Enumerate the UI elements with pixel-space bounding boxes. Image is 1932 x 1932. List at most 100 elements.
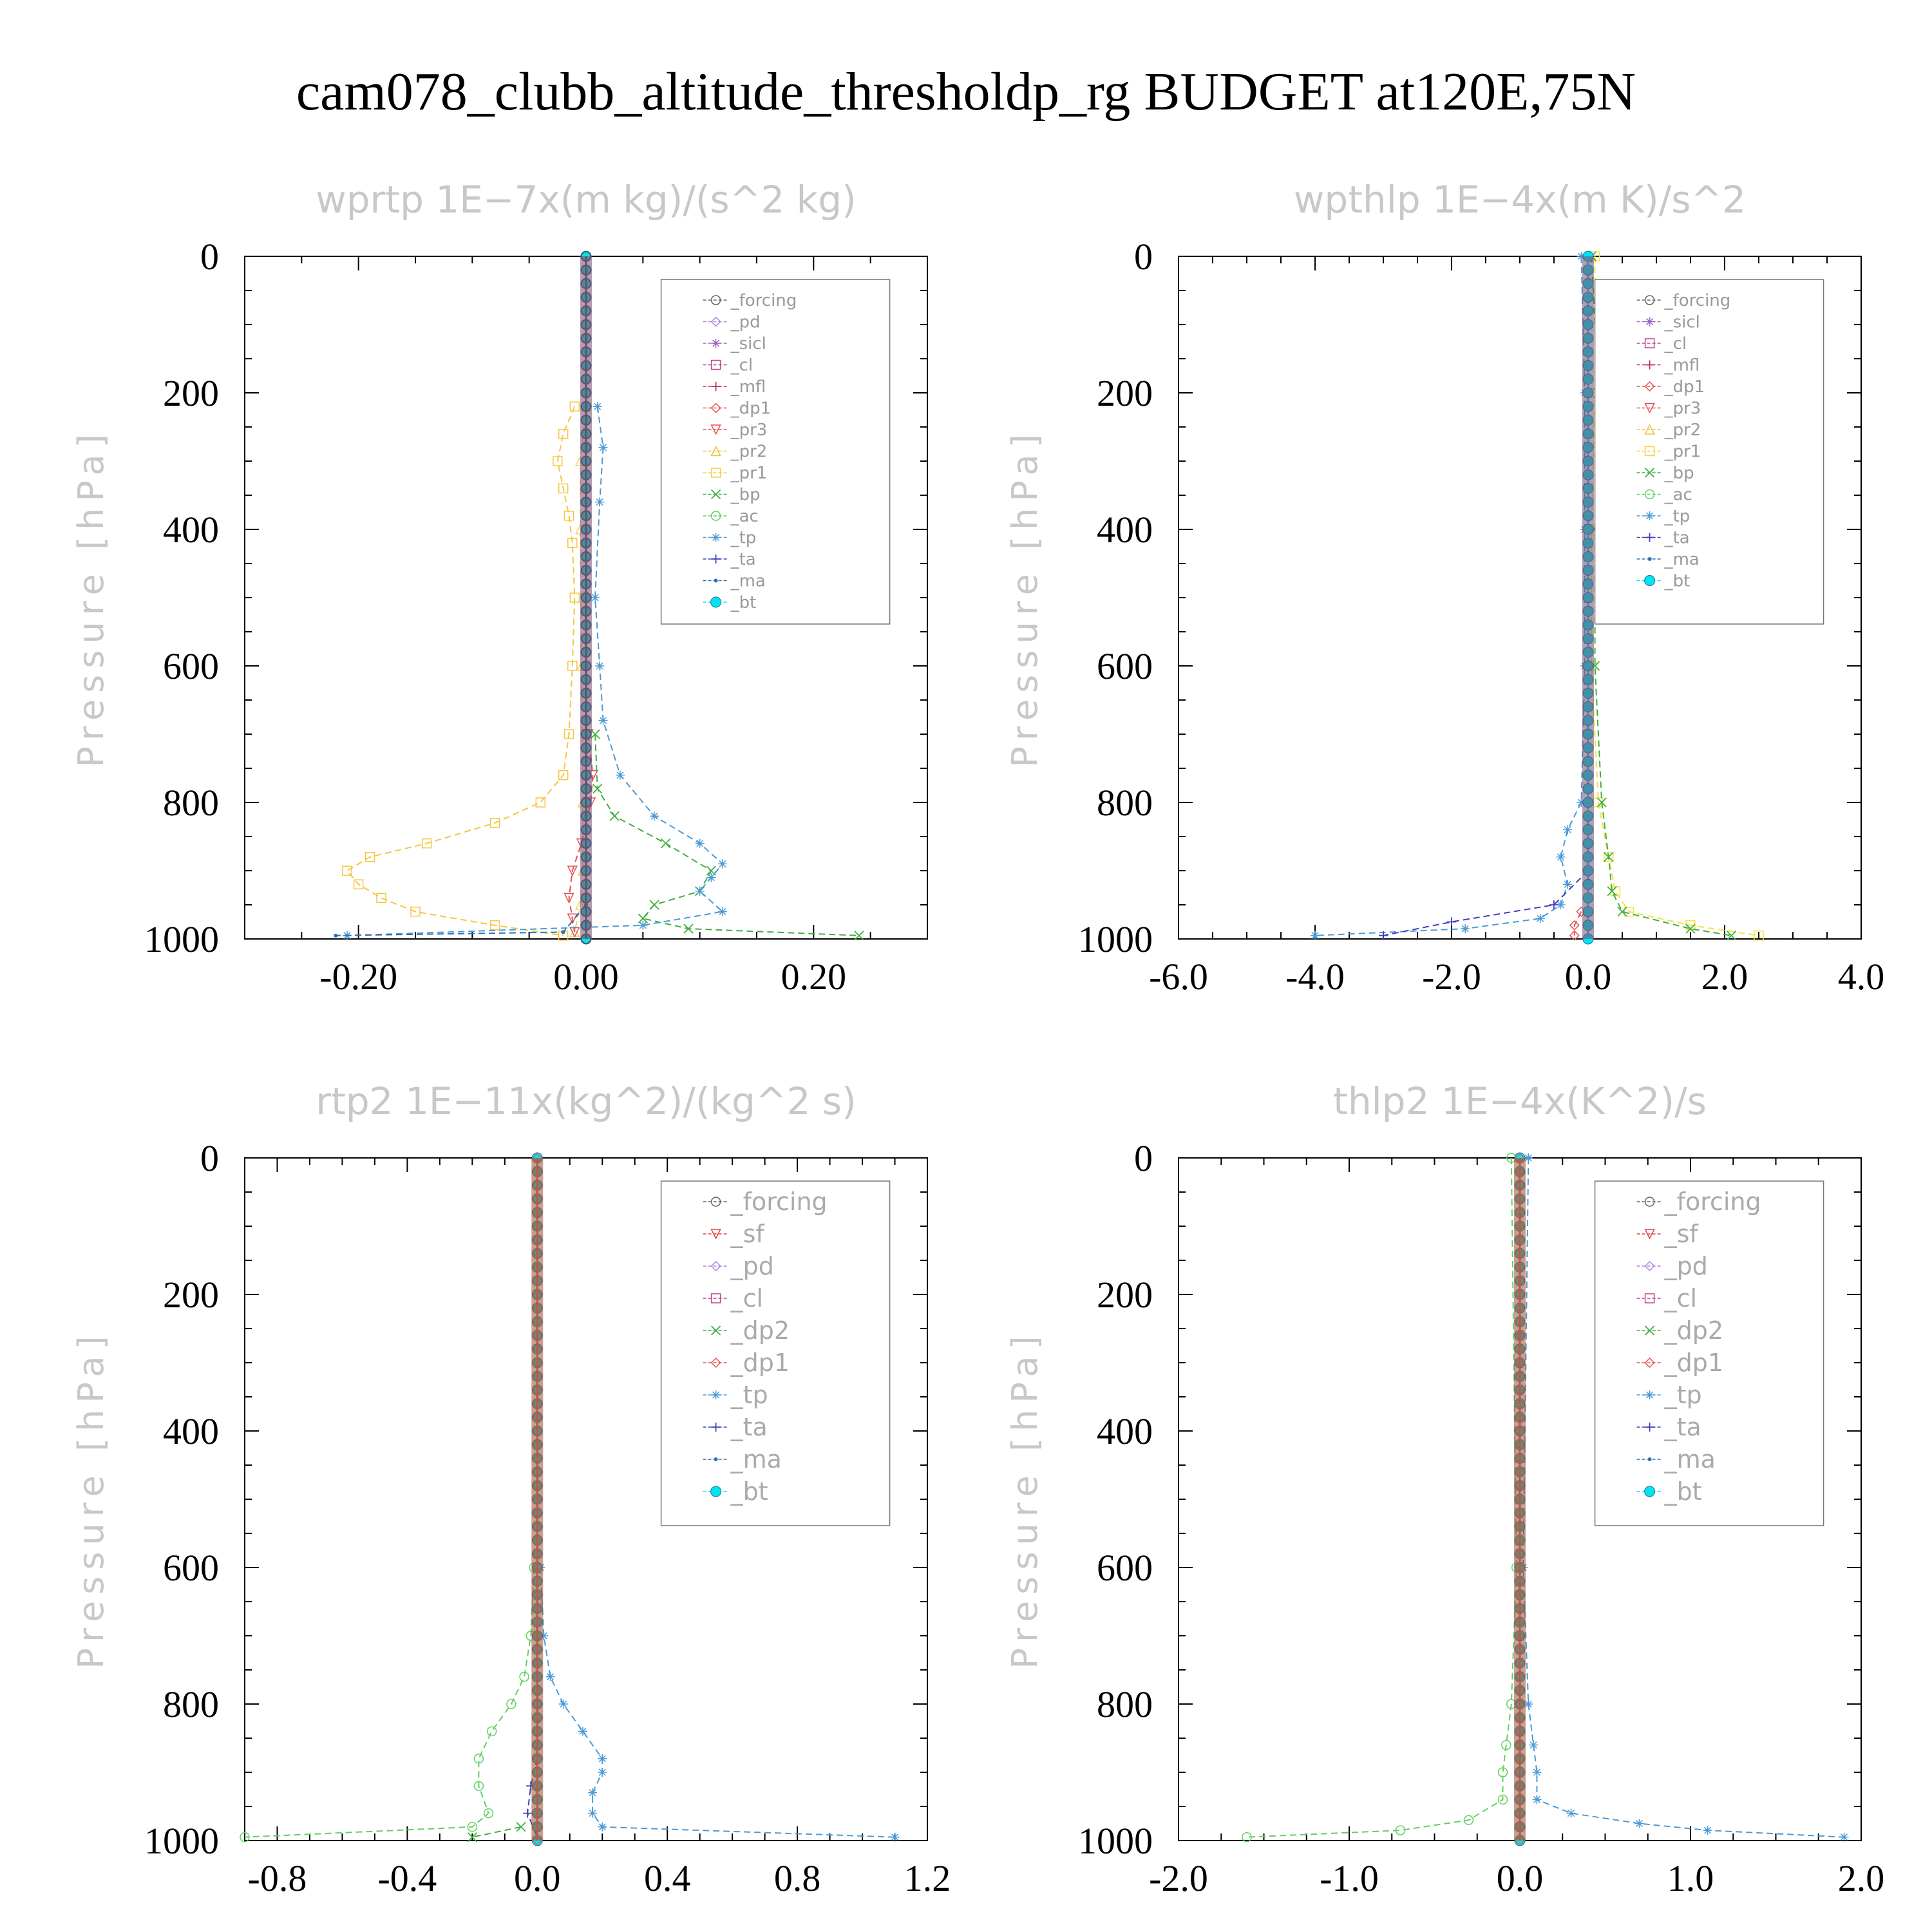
series-point-_tp xyxy=(1532,1768,1542,1777)
zero-line-bundle xyxy=(1582,256,1594,939)
series-point-_pr1 xyxy=(1604,852,1614,862)
series-line-_dp1 xyxy=(1573,911,1582,936)
series-point-_pr1 xyxy=(569,592,580,603)
panel-title: thlp2 1E−4x(K^2)/s xyxy=(1333,1079,1707,1123)
series-point-_tp xyxy=(545,1672,555,1681)
series-point-_bp xyxy=(854,931,864,941)
panel-2: wpthlp 1E−4x(m K)/s^2 Pressure [hPa] 0 200 4… xyxy=(1005,178,1884,998)
series-line-_pr1 xyxy=(1591,256,1759,936)
legend-label-_ma: _ma xyxy=(730,1445,782,1473)
series-line-_tp xyxy=(1314,256,1586,936)
zero-line-bundle xyxy=(580,256,592,939)
series-point-_dp1 xyxy=(1569,920,1580,931)
series-point-_ta xyxy=(523,1808,533,1818)
legend-marker-_ma xyxy=(1647,557,1652,561)
series-point-_tp xyxy=(890,1832,900,1842)
y-tick-label: 400 xyxy=(163,509,219,551)
series-point-_pr1 xyxy=(410,906,421,917)
legend-label-_ta: _ta xyxy=(1664,1413,1701,1441)
series-point-_tp xyxy=(578,1727,587,1736)
series-point-_tp xyxy=(1839,1832,1849,1842)
legend-label-_tp: _tp xyxy=(1664,1381,1702,1409)
x-tick-label: -6.0 xyxy=(1149,956,1208,998)
series-point-_tp xyxy=(650,811,659,821)
y-tick-label: 200 xyxy=(163,372,219,414)
series-point-_ma xyxy=(334,933,338,938)
panels: wprtp 1E−7x(m kg)/(s^2 kg) Pressure [hPa]… xyxy=(71,178,1884,1899)
series-point-_dp1 xyxy=(1242,1832,1252,1842)
legend-marker-_forcing xyxy=(710,1197,721,1207)
legend-marker-_mfl xyxy=(711,382,721,391)
legend-marker-_mfl xyxy=(1645,360,1654,370)
legend-marker-_ac xyxy=(1644,489,1655,500)
y-tick-label: 200 xyxy=(1097,1274,1153,1316)
legend-label-_dp1: _dp1 xyxy=(730,1349,790,1377)
legend-box xyxy=(1594,279,1824,625)
y-axis-label: Pressure [hPa] xyxy=(1005,428,1045,767)
legend-label-_bt: _bt xyxy=(730,593,757,612)
legend-marker-_cl xyxy=(710,359,721,370)
series-point-_pr1 xyxy=(353,879,364,889)
series-point-_tp xyxy=(1577,798,1586,807)
series-point-_tp xyxy=(1535,914,1545,923)
legend-label-_ac: _ac xyxy=(730,507,759,526)
series-point-_pr1 xyxy=(567,661,578,671)
y-tick-label: 200 xyxy=(1097,372,1153,414)
series-point-_dp1 xyxy=(1463,1815,1474,1825)
series-point-_bp xyxy=(592,784,603,794)
legend-label-_pr3: _pr3 xyxy=(1664,399,1701,419)
zero-line-bundle xyxy=(1514,1158,1526,1841)
series-point-_pr1 xyxy=(489,818,500,828)
legend-marker-_bp xyxy=(1644,468,1655,478)
series-point-_tp xyxy=(1577,252,1586,261)
series-point-_pr1 xyxy=(1685,920,1696,931)
legend-marker-_pd xyxy=(1644,1260,1655,1272)
x-tick-label: -4.0 xyxy=(1285,956,1345,998)
legend-marker-_forcing xyxy=(710,295,721,305)
series-point-_tp xyxy=(695,838,705,848)
x-tick-label: 1.0 xyxy=(1667,1857,1714,1899)
y-tick-label: 600 xyxy=(163,645,219,687)
x-tick-label: -0.4 xyxy=(377,1857,437,1899)
legend-label-_cl: _cl xyxy=(1664,1284,1697,1312)
x-tick-label: 2.0 xyxy=(1701,956,1748,998)
legend-label-_mfl: _mfl xyxy=(730,377,766,397)
series-point-_pr3 xyxy=(567,866,578,876)
legend-marker-_bt xyxy=(710,1486,722,1497)
series-point-_dp1 xyxy=(1497,1794,1508,1805)
series-point-_tp xyxy=(595,661,605,670)
legend-marker-_cl xyxy=(1644,338,1655,348)
y-axis-label: Pressure [hPa] xyxy=(71,1329,111,1669)
legend-marker-_pd xyxy=(710,1260,721,1272)
legend-label-_pr2: _pr2 xyxy=(730,442,768,462)
y-tick-label: 400 xyxy=(1097,509,1153,551)
series-line-_pr1 xyxy=(346,406,576,936)
legend-marker-_dp1 xyxy=(710,402,721,413)
series-point-_dp1 xyxy=(473,1781,484,1791)
series-point-_tp xyxy=(588,1808,598,1818)
series-point-_tp xyxy=(558,1700,568,1709)
series-line-_ta xyxy=(1383,870,1589,936)
series-point-_bp xyxy=(1604,852,1614,862)
legend-marker-_forcing xyxy=(1644,295,1655,305)
legend-label-_pr3: _pr3 xyxy=(730,421,768,440)
series-line-_tp xyxy=(540,1567,895,1838)
legend-marker-_ta xyxy=(1645,533,1654,542)
legend-label-_dp1: _dp1 xyxy=(1664,1349,1723,1377)
series-line-_dp1 xyxy=(244,1567,535,1838)
legend-marker-_ta xyxy=(711,554,721,564)
series-point-_dp2 xyxy=(467,1832,477,1842)
series-point-_tp xyxy=(591,593,600,602)
y-tick-label: 1000 xyxy=(1078,918,1153,960)
x-tick-label: -0.20 xyxy=(319,956,397,998)
series-point-_pr1 xyxy=(1610,886,1621,896)
legend-marker-_pr2 xyxy=(1644,424,1655,435)
legend-label-_pd: _pd xyxy=(730,313,761,332)
legend-box xyxy=(660,279,891,625)
legend-label-_pd: _pd xyxy=(730,1252,774,1280)
series-point-_tp xyxy=(706,873,716,882)
legend-label-_ta: _ta xyxy=(730,550,756,569)
legend-label-_ma: _ma xyxy=(1664,1445,1716,1473)
series-point-_dp1 xyxy=(1501,1739,1511,1750)
